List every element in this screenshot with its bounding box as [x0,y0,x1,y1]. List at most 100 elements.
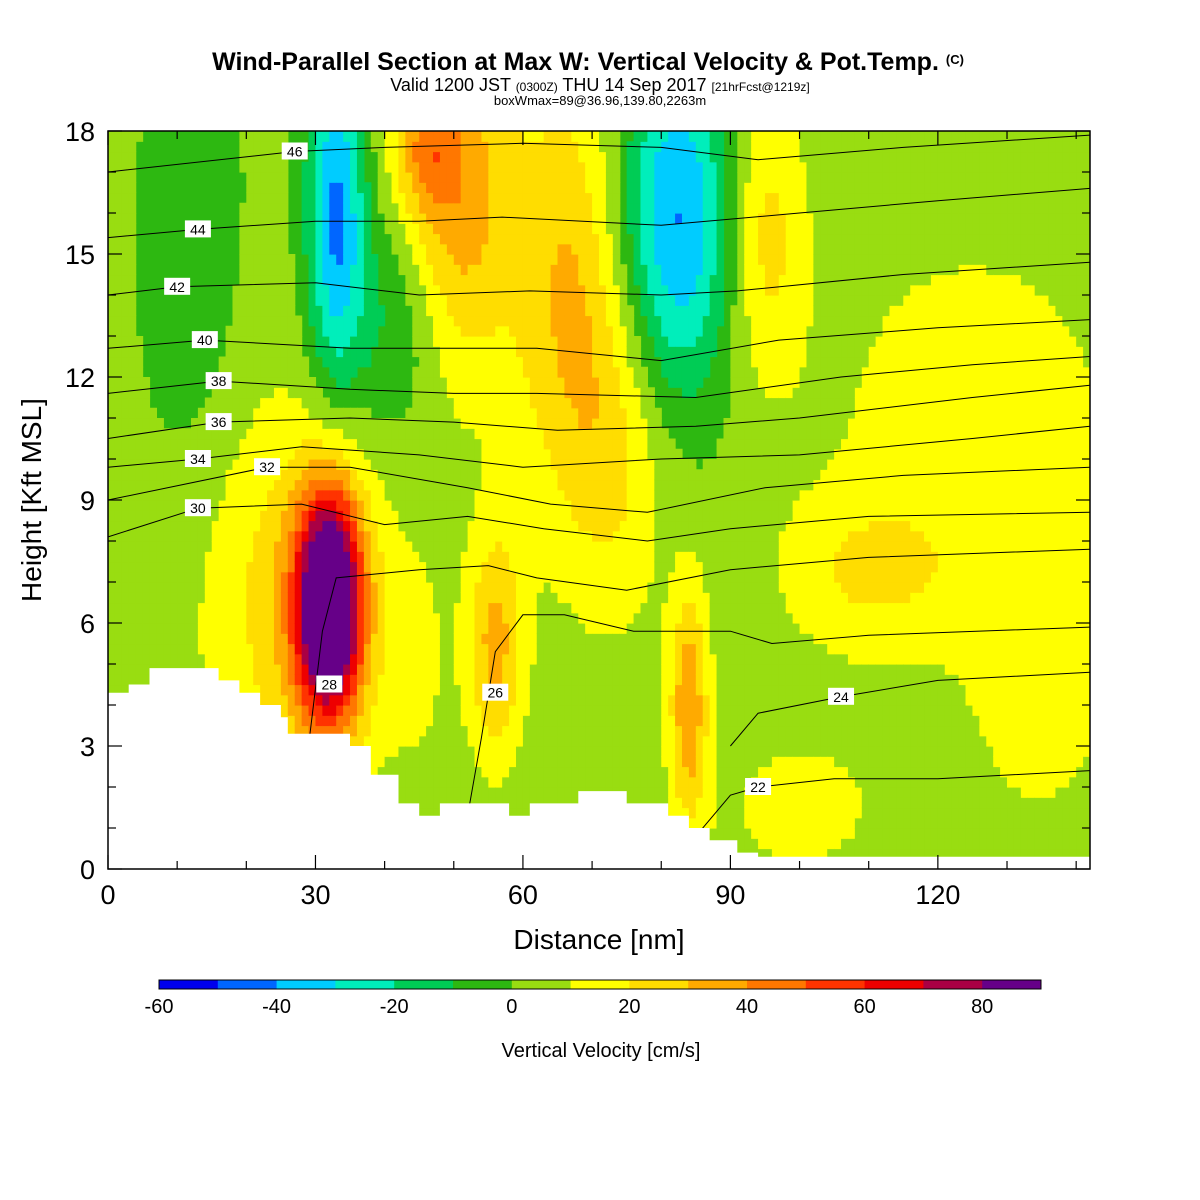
w-cell [315,295,323,306]
w-cell [474,766,483,778]
w-cell [273,387,282,399]
w-cell [433,459,441,470]
w-cell [419,787,427,798]
w-cell [433,161,441,173]
w-cell [156,530,164,542]
w-cell [612,541,621,552]
w-cell [564,664,572,675]
w-cell [398,161,406,173]
w-cell [239,674,247,686]
w-cell [391,243,400,255]
w-cell [356,561,365,573]
w-cell [142,571,151,583]
w-cell [211,489,220,501]
w-cell [502,192,510,204]
w-cell [599,705,607,716]
w-cell [578,161,586,173]
w-cell [121,377,130,388]
w-cell [218,397,227,409]
w-cell [329,571,337,583]
w-cell [412,233,420,245]
w-cell [267,254,275,265]
w-cell [273,131,282,142]
w-cell [626,633,635,645]
w-cell [439,633,448,645]
w-cell [287,705,296,716]
w-cell [336,694,344,706]
w-cell [128,151,137,163]
w-cell [225,561,234,573]
w-cell [135,592,144,604]
w-cell [433,202,441,214]
w-cell [640,633,649,645]
w-cell [412,776,420,788]
chart-subtitle: Valid 1200 JST (0300Z) THU 14 Sep 2017 [… [390,75,810,95]
w-cell [308,284,317,296]
w-cell [433,274,441,286]
w-cell [315,623,323,634]
w-cell [626,325,635,337]
w-cell [571,725,579,737]
w-cell [502,366,510,378]
w-cell [398,469,406,481]
w-cell [273,336,282,347]
w-cell [495,418,503,429]
w-cell [294,674,303,686]
w-cell [163,428,171,440]
w-cell [640,684,649,696]
w-cell [502,356,510,368]
w-cell [128,141,137,153]
w-cell [356,418,365,429]
w-cell [384,746,393,757]
w-cell [536,325,545,337]
w-cell [433,438,441,450]
w-cell [114,407,123,419]
w-cell [467,551,476,563]
w-cell [578,725,586,737]
w-cell [612,264,621,276]
w-cell [356,438,365,450]
w-cell [550,746,559,757]
w-cell [308,612,317,624]
w-cell [495,551,503,563]
w-cell [384,612,393,624]
w-cell [564,397,572,409]
w-cell [121,223,130,235]
w-cell [128,387,137,399]
w-cell [142,592,151,604]
w-cell [633,448,642,460]
w-cell [529,715,538,727]
w-cell [516,438,524,450]
w-cell [280,161,289,173]
w-cell [605,131,614,142]
w-cell [467,735,476,747]
w-cell [605,182,614,194]
w-cell [516,725,524,737]
w-cell [419,735,427,747]
w-cell [529,746,538,757]
w-cell [536,161,545,173]
w-cell [612,592,621,604]
w-cell [294,602,303,614]
w-cell [543,377,552,388]
w-cell [550,387,559,399]
w-cell [398,756,406,768]
w-cell [612,510,621,522]
w-cell [529,346,538,358]
w-cell [585,592,593,604]
w-cell [273,592,282,604]
w-cell [585,315,593,327]
w-cell [467,530,476,542]
w-cell [412,623,420,634]
w-cell [585,325,593,337]
w-cell [315,243,323,255]
w-cell [377,735,386,747]
w-cell [377,664,386,675]
w-cell [370,766,379,778]
w-cell [578,489,586,501]
w-cell [280,623,289,634]
w-cell [564,510,572,522]
w-cell [398,438,406,450]
w-cell [211,571,220,583]
w-cell [439,346,448,358]
